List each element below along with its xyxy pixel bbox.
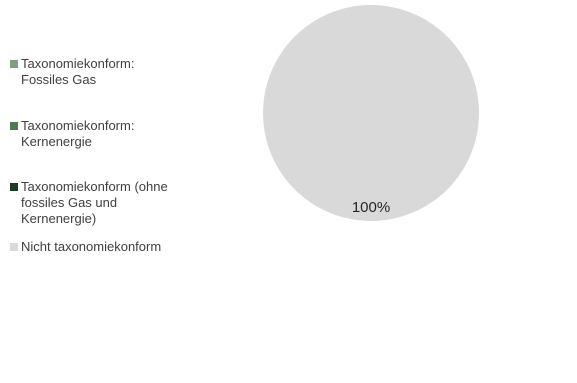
pie-chart-svg: 100% bbox=[263, 5, 479, 221]
legend-item-ohne-gas-kernenergie: Taxonomiekonform (ohne fossiles Gas und … bbox=[10, 179, 168, 227]
legend-swatch-fossiles-gas bbox=[10, 60, 18, 68]
pie-data-label-nicht-taxonomiekonform: 100% bbox=[352, 199, 390, 216]
legend-swatch-nicht-taxonomiekonform bbox=[10, 243, 18, 251]
legend-label-nicht-taxonomiekonform: Nicht taxonomiekonform bbox=[21, 239, 162, 254]
legend-item-nicht-taxonomiekonform: Nicht taxonomiekonform bbox=[10, 239, 161, 255]
legend-swatch-kernenergie bbox=[10, 122, 18, 130]
legend-label-kernenergie: Taxonomiekonform: Kernenergie bbox=[21, 118, 135, 149]
pie-chart: 100% bbox=[262, 4, 480, 222]
legend-item-kernenergie: Taxonomiekonform: Kernenergie bbox=[10, 118, 134, 150]
legend-swatch-ohne-gas-kernenergie bbox=[10, 183, 18, 191]
legend-label-fossiles-gas: Taxonomiekonform: Fossiles Gas bbox=[21, 56, 135, 87]
pie-slice-nicht-taxonomiekonform bbox=[263, 5, 479, 221]
legend-item-fossiles-gas: Taxonomiekonform: Fossiles Gas bbox=[10, 56, 134, 88]
legend-label-ohne-gas-kernenergie: Taxonomiekonform (ohne fossiles Gas und … bbox=[21, 179, 168, 226]
